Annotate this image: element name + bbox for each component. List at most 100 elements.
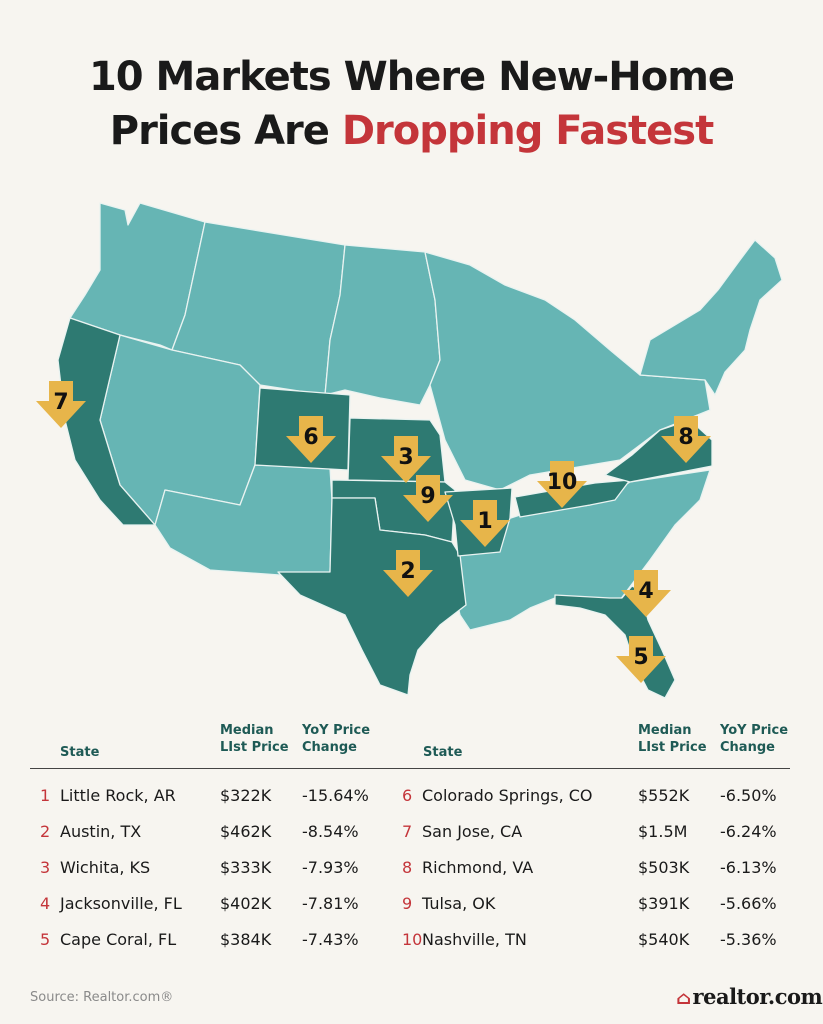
marker-label: 10 (547, 470, 578, 495)
marker-label: 1 (477, 509, 492, 534)
marker-6: 6 (286, 416, 336, 463)
row-price: $402K (220, 894, 272, 913)
row-change: -15.64% (302, 786, 369, 805)
row-rank: 8 (402, 858, 413, 877)
row-change: -7.43% (302, 930, 359, 949)
row-rank: 1 (40, 786, 51, 805)
row-price: $552K (638, 786, 690, 805)
marker-7: 7 (36, 381, 86, 428)
row-city: Tulsa, OK (422, 894, 496, 913)
row-change: -7.81% (302, 894, 359, 913)
table-row: 2 Austin, TX (40, 814, 141, 850)
title-accent: Dropping Fastest (341, 108, 714, 154)
page-title: 10 Markets Where New-Home Prices Are Dro… (0, 50, 823, 158)
title-line-2-prefix: Prices Are (109, 108, 342, 154)
row-city: Cape Coral, FL (60, 930, 177, 949)
row-city: San Jose, CA (422, 822, 523, 841)
header-price-right: Median LIst Price (638, 722, 707, 756)
row-change: -6.50% (720, 786, 777, 805)
row-city: Austin, TX (60, 822, 142, 841)
row-rank: 2 (40, 822, 51, 841)
row-change: -6.24% (720, 822, 777, 841)
source-note: Source: Realtor.com® (30, 990, 174, 1005)
table-row: 9 Tulsa, OK (402, 886, 495, 922)
row-price: $322K (220, 786, 272, 805)
table-row: 1 Little Rock, AR (40, 778, 176, 814)
marker-4: 4 (621, 570, 671, 617)
header-state-right: State (423, 745, 463, 760)
row-city: Jacksonville, FL (60, 894, 182, 913)
header-price-l1: Median (220, 723, 274, 738)
table-row: 3 Wichita, KS (40, 850, 150, 886)
row-rank: 7 (402, 822, 413, 841)
marker-label: 9 (420, 484, 435, 509)
header-price-l1: Median (638, 723, 692, 738)
marker-10: 10 (537, 461, 587, 508)
row-change: -5.36% (720, 930, 777, 949)
down-arrow-icon (661, 416, 711, 463)
down-arrow-icon (616, 636, 666, 683)
table-row: 7 San Jose, CA (402, 814, 522, 850)
table-row: 6 Colorado Springs, CO (402, 778, 593, 814)
marker-2: 2 (383, 550, 433, 597)
row-price: $540K (638, 930, 690, 949)
marker-label: 3 (398, 445, 413, 470)
marker-8: 8 (661, 416, 711, 463)
us-map: 1 2 3 4 5 6 7 8 9 10 (36, 202, 783, 699)
marker-9: 9 (403, 475, 453, 522)
row-rank: 4 (40, 894, 51, 913)
row-rank: 9 (402, 894, 413, 913)
header-change-right: YoY Price Change (720, 722, 788, 756)
down-arrow-icon (383, 550, 433, 597)
row-city: Wichita, KS (60, 858, 151, 877)
marker-5: 5 (616, 636, 666, 683)
title-line-1: 10 Markets Where New-Home (88, 54, 735, 100)
title-line-2: Prices Are Dropping Fastest (0, 104, 823, 158)
marker-3: 3 (381, 436, 431, 483)
header-change-l1: YoY Price (720, 723, 789, 738)
row-rank: 3 (40, 858, 51, 877)
table-row: 10Nashville, TN (402, 922, 527, 958)
row-price: $503K (638, 858, 690, 877)
table-divider (30, 768, 790, 769)
row-price: $391K (638, 894, 690, 913)
marker-label: 7 (53, 390, 68, 415)
down-arrow-icon (621, 570, 671, 617)
row-price: $1.5M (638, 822, 688, 841)
row-price: $333K (220, 858, 272, 877)
table-row: 5 Cape Coral, FL (40, 922, 176, 958)
row-price: $384K (220, 930, 272, 949)
header-price-l2: LIst Price (220, 740, 289, 755)
row-city: Richmond, VA (422, 858, 534, 877)
marker-label: 2 (400, 559, 415, 584)
region-northeast (639, 239, 783, 396)
header-price-left: Median LIst Price (220, 722, 289, 756)
row-change: -7.93% (302, 858, 359, 877)
header-price-l2: LIst Price (638, 740, 707, 755)
marker-label: 5 (633, 645, 648, 670)
marker-label: 8 (678, 425, 693, 450)
house-icon: ⌂ (676, 988, 691, 1009)
realtor-logo[interactable]: ⌂realtor.com (676, 984, 823, 1009)
row-city: Nashville, TN (422, 930, 527, 949)
down-arrow-icon (381, 436, 431, 483)
header-change-l2: Change (302, 740, 357, 755)
row-city: Little Rock, AR (60, 786, 176, 805)
table-row: 8 Richmond, VA (402, 850, 533, 886)
table-row: 4 Jacksonville, FL (40, 886, 182, 922)
down-arrow-icon (36, 381, 86, 428)
header-state-left: State (60, 745, 100, 760)
state-texas (277, 497, 467, 696)
row-change: -6.13% (720, 858, 777, 877)
marker-1: 1 (460, 500, 510, 547)
header-change-l1: YoY Price (302, 723, 371, 738)
region-plains-north (324, 244, 441, 406)
marker-label: 6 (303, 425, 318, 450)
map-markers: 1 2 3 4 5 6 7 8 9 10 (36, 381, 711, 683)
marker-label: 4 (638, 579, 653, 604)
logo-text: realtor.com (692, 984, 823, 1009)
row-change: -5.66% (720, 894, 777, 913)
row-rank: 6 (402, 786, 413, 805)
down-arrow-icon (537, 461, 587, 508)
row-price: $462K (220, 822, 272, 841)
